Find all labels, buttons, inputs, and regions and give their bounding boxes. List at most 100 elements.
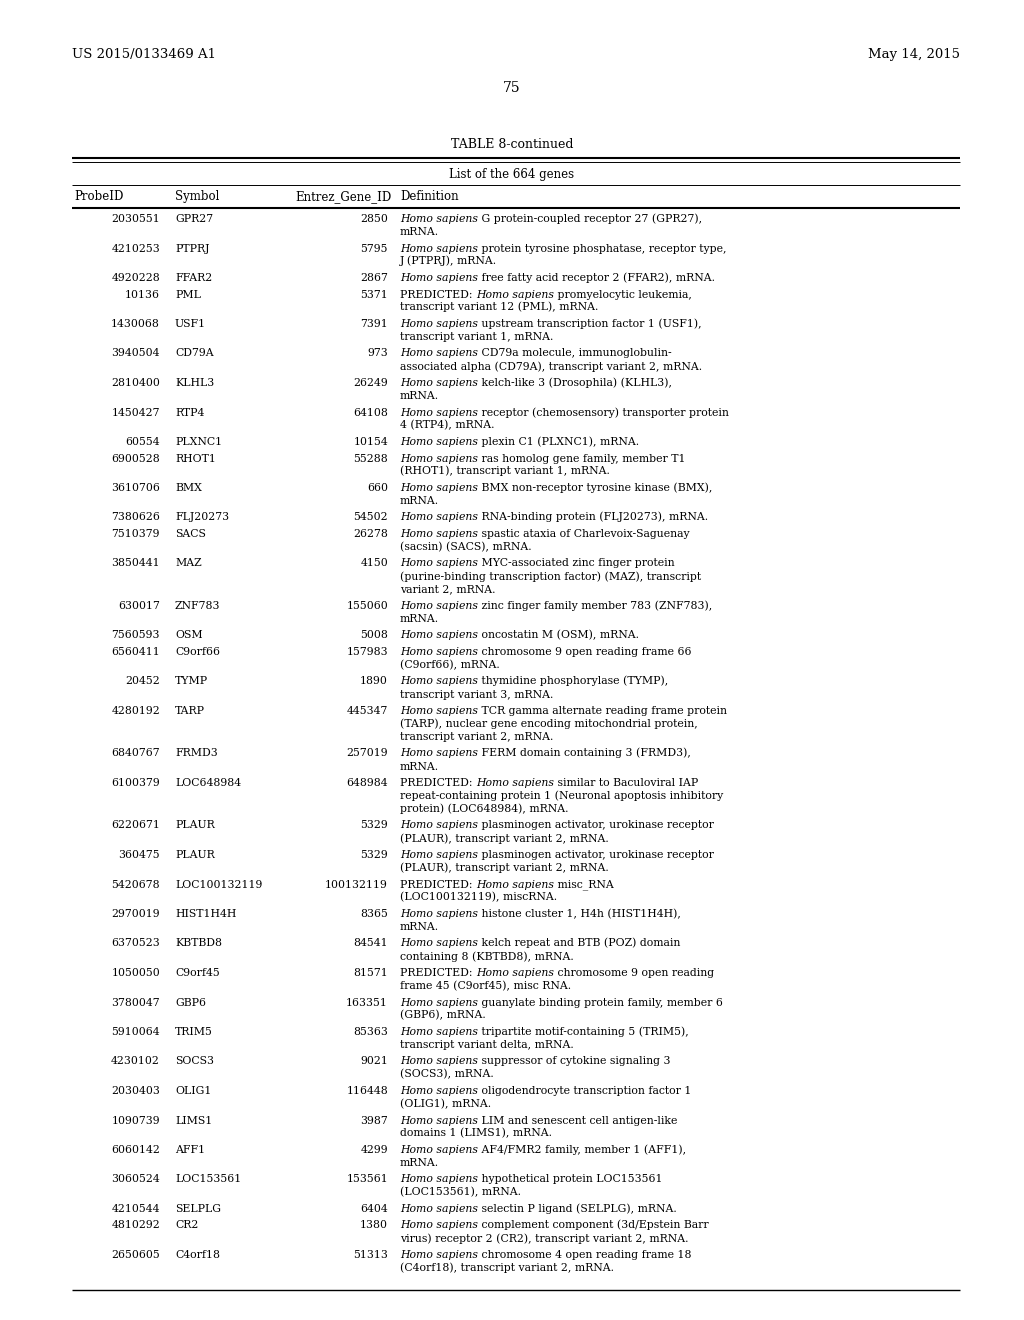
Text: chromosome 4 open reading frame 18: chromosome 4 open reading frame 18 xyxy=(478,1250,691,1261)
Text: ras homolog gene family, member T1: ras homolog gene family, member T1 xyxy=(478,454,685,463)
Text: PML: PML xyxy=(175,289,201,300)
Text: Homo sapiens: Homo sapiens xyxy=(400,1027,478,1038)
Text: Homo sapiens: Homo sapiens xyxy=(400,676,478,686)
Text: 4150: 4150 xyxy=(360,558,388,569)
Text: variant 2, mRNA.: variant 2, mRNA. xyxy=(400,585,496,594)
Text: 2850: 2850 xyxy=(360,214,388,224)
Text: (PLAUR), transcript variant 2, mRNA.: (PLAUR), transcript variant 2, mRNA. xyxy=(400,833,608,843)
Text: 7391: 7391 xyxy=(360,319,388,329)
Text: OLIG1: OLIG1 xyxy=(175,1086,211,1096)
Text: Homo sapiens: Homo sapiens xyxy=(400,454,478,463)
Text: ZNF783: ZNF783 xyxy=(175,601,220,611)
Text: 2810400: 2810400 xyxy=(112,378,160,388)
Text: Homo sapiens: Homo sapiens xyxy=(400,939,478,949)
Text: 6220671: 6220671 xyxy=(112,821,160,830)
Text: 100132119: 100132119 xyxy=(326,879,388,890)
Text: C9orf66: C9orf66 xyxy=(175,647,220,657)
Text: hypothetical protein LOC153561: hypothetical protein LOC153561 xyxy=(478,1175,663,1184)
Text: SOCS3: SOCS3 xyxy=(175,1056,214,1067)
Text: LIM and senescent cell antigen-like: LIM and senescent cell antigen-like xyxy=(478,1115,677,1126)
Text: mRNA.: mRNA. xyxy=(400,227,439,238)
Text: complement component (3d/Epstein Barr: complement component (3d/Epstein Barr xyxy=(478,1220,709,1230)
Text: MYC-associated zinc finger protein: MYC-associated zinc finger protein xyxy=(478,558,675,569)
Text: 116448: 116448 xyxy=(346,1086,388,1096)
Text: LOC100132119: LOC100132119 xyxy=(175,879,262,890)
Text: 3850441: 3850441 xyxy=(112,558,160,569)
Text: (TARP), nuclear gene encoding mitochondrial protein,: (TARP), nuclear gene encoding mitochondr… xyxy=(400,718,697,729)
Text: (LOC100132119), miscRNA.: (LOC100132119), miscRNA. xyxy=(400,892,557,903)
Text: plexin C1 (PLXNC1), mRNA.: plexin C1 (PLXNC1), mRNA. xyxy=(478,437,639,447)
Text: Homo sapiens: Homo sapiens xyxy=(476,879,554,890)
Text: G protein-coupled receptor 27 (GPR27),: G protein-coupled receptor 27 (GPR27), xyxy=(478,214,702,224)
Text: 84541: 84541 xyxy=(353,939,388,949)
Text: mRNA.: mRNA. xyxy=(400,391,439,401)
Text: oligodendrocyte transcription factor 1: oligodendrocyte transcription factor 1 xyxy=(478,1086,691,1096)
Text: 3940504: 3940504 xyxy=(112,348,160,359)
Text: BMX: BMX xyxy=(175,483,202,492)
Text: (purine-binding transcription factor) (MAZ), transcript: (purine-binding transcription factor) (M… xyxy=(400,572,701,582)
Text: TCR gamma alternate reading frame protein: TCR gamma alternate reading frame protei… xyxy=(478,706,727,715)
Text: 6370523: 6370523 xyxy=(112,939,160,949)
Text: RTP4: RTP4 xyxy=(175,408,205,417)
Text: Homo sapiens: Homo sapiens xyxy=(400,1221,478,1230)
Text: Homo sapiens: Homo sapiens xyxy=(400,512,478,523)
Text: 5329: 5329 xyxy=(360,821,388,830)
Text: Homo sapiens: Homo sapiens xyxy=(400,998,478,1007)
Text: 8365: 8365 xyxy=(360,909,388,919)
Text: Symbol: Symbol xyxy=(175,190,219,203)
Text: PLAUR: PLAUR xyxy=(175,821,215,830)
Text: Homo sapiens: Homo sapiens xyxy=(400,748,478,759)
Text: 9021: 9021 xyxy=(360,1056,388,1067)
Text: RHOT1: RHOT1 xyxy=(175,454,216,463)
Text: (GBP6), mRNA.: (GBP6), mRNA. xyxy=(400,1010,485,1020)
Text: transcript variant 12 (PML), mRNA.: transcript variant 12 (PML), mRNA. xyxy=(400,302,598,313)
Text: 4210253: 4210253 xyxy=(112,243,160,253)
Text: RNA-binding protein (FLJ20273), mRNA.: RNA-binding protein (FLJ20273), mRNA. xyxy=(478,512,709,523)
Text: 3987: 3987 xyxy=(360,1115,388,1126)
Text: (RHOT1), transcript variant 1, mRNA.: (RHOT1), transcript variant 1, mRNA. xyxy=(400,466,610,477)
Text: 2030403: 2030403 xyxy=(112,1086,160,1096)
Text: 973: 973 xyxy=(368,348,388,359)
Text: receptor (chemosensory) transporter protein: receptor (chemosensory) transporter prot… xyxy=(478,407,729,417)
Text: 5329: 5329 xyxy=(360,850,388,861)
Text: 3610706: 3610706 xyxy=(112,483,160,492)
Text: Homo sapiens: Homo sapiens xyxy=(400,529,478,539)
Text: 4230102: 4230102 xyxy=(112,1056,160,1067)
Text: TABLE 8-continued: TABLE 8-continued xyxy=(451,139,573,150)
Text: 155060: 155060 xyxy=(346,601,388,611)
Text: 1430068: 1430068 xyxy=(112,319,160,329)
Text: Homo sapiens: Homo sapiens xyxy=(400,243,478,253)
Text: 3780047: 3780047 xyxy=(112,998,160,1007)
Text: PREDICTED:: PREDICTED: xyxy=(400,777,476,788)
Text: containing 8 (KBTBD8), mRNA.: containing 8 (KBTBD8), mRNA. xyxy=(400,950,573,961)
Text: Homo sapiens: Homo sapiens xyxy=(400,558,478,569)
Text: 7510379: 7510379 xyxy=(112,529,160,539)
Text: Homo sapiens: Homo sapiens xyxy=(400,1086,478,1096)
Text: transcript variant 3, mRNA.: transcript variant 3, mRNA. xyxy=(400,689,553,700)
Text: Homo sapiens: Homo sapiens xyxy=(400,1204,478,1214)
Text: 51313: 51313 xyxy=(353,1250,388,1261)
Text: 630017: 630017 xyxy=(118,601,160,611)
Text: chromosome 9 open reading frame 66: chromosome 9 open reading frame 66 xyxy=(478,647,691,657)
Text: free fatty acid receptor 2 (FFAR2), mRNA.: free fatty acid receptor 2 (FFAR2), mRNA… xyxy=(478,272,715,282)
Text: LOC648984: LOC648984 xyxy=(175,777,241,788)
Text: HIST1H4H: HIST1H4H xyxy=(175,909,237,919)
Text: GBP6: GBP6 xyxy=(175,998,206,1007)
Text: 5910064: 5910064 xyxy=(112,1027,160,1038)
Text: 5371: 5371 xyxy=(360,289,388,300)
Text: SACS: SACS xyxy=(175,529,206,539)
Text: 2867: 2867 xyxy=(360,273,388,282)
Text: 1380: 1380 xyxy=(360,1221,388,1230)
Text: Homo sapiens: Homo sapiens xyxy=(400,821,478,830)
Text: (C4orf18), transcript variant 2, mRNA.: (C4orf18), transcript variant 2, mRNA. xyxy=(400,1262,614,1272)
Text: 5008: 5008 xyxy=(360,631,388,640)
Text: 4810292: 4810292 xyxy=(112,1221,160,1230)
Text: 1890: 1890 xyxy=(360,676,388,686)
Text: Homo sapiens: Homo sapiens xyxy=(400,348,478,359)
Text: 20452: 20452 xyxy=(125,676,160,686)
Text: 75: 75 xyxy=(503,81,521,95)
Text: 4210544: 4210544 xyxy=(112,1204,160,1214)
Text: Homo sapiens: Homo sapiens xyxy=(400,1115,478,1126)
Text: USF1: USF1 xyxy=(175,319,206,329)
Text: PREDICTED:: PREDICTED: xyxy=(400,968,476,978)
